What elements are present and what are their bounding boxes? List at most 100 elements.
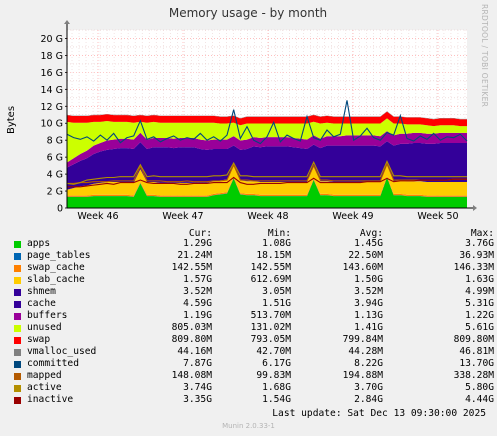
legend-min: 99.83M (256, 370, 291, 381)
x-tick-label: Week 50 (417, 211, 458, 222)
legend-cur: 805.03M (171, 322, 212, 333)
legend-cur: 809.80M (171, 334, 212, 345)
legend-name: committed (27, 358, 79, 369)
legend-swatch (14, 277, 21, 284)
legend-row-page-tables: page_tables 21.24M 18.15M 22.50M 36.93M (14, 250, 494, 262)
legend-row-cache: cache 4.59G 1.51G 3.94G 5.31G (14, 298, 494, 310)
legend-name: swap (27, 334, 51, 345)
y-tick-label: 10 G (41, 119, 63, 130)
legend-name: page_tables (27, 250, 91, 261)
legend-max: 13.70G (459, 358, 494, 369)
legend-max: 1.63G (465, 274, 494, 285)
legend-name: buffers (27, 310, 68, 321)
legend-row-vmalloc-used: vmalloc_used 44.16M 42.70M 44.28M 46.81M (14, 346, 494, 358)
legend-avg: 1.41G (354, 322, 383, 333)
legend-min: 131.02M (250, 322, 291, 333)
legend-header-min: Min: (267, 228, 291, 239)
legend-max: 5.31G (465, 298, 494, 309)
legend-cur: 7.87G (183, 358, 212, 369)
legend-swatch (14, 253, 21, 260)
legend-avg: 3.70G (354, 382, 383, 393)
legend-row-active: active 3.74G 1.68G 3.70G 5.80G (14, 382, 494, 394)
legend-avg: 8.22G (354, 358, 383, 369)
legend-avg: 22.50M (348, 250, 383, 261)
line-inactive (67, 176, 467, 188)
legend-swatch (14, 241, 21, 248)
legend-name: slab_cache (27, 274, 85, 285)
line-mapped (67, 162, 467, 184)
legend-name: inactive (27, 394, 74, 405)
legend-row-unused: unused 805.03M 131.02M 1.41G 5.61G (14, 322, 494, 334)
y-tick-label: 4 G (47, 170, 63, 181)
legend-row-swap-cache: swap_cache 142.55M 142.55M 143.60M 146.33M (14, 262, 494, 274)
legend-header-cur: Cur: (188, 228, 212, 239)
legend-avg: 799.84M (342, 334, 383, 345)
area-unused (67, 118, 467, 163)
legend-cur: 148.08M (171, 370, 212, 381)
legend-swatch (14, 313, 21, 320)
legend-swatch (14, 265, 21, 272)
legend-min: 1.54G (262, 394, 291, 405)
x-tick-label: Week 49 (332, 211, 373, 222)
legend-cur: 3.35G (183, 394, 212, 405)
legend-cur: 21.24M (177, 250, 212, 261)
legend-name: swap_cache (27, 262, 85, 273)
legend-max: 36.93M (459, 250, 494, 261)
legend-name: cache (27, 298, 56, 309)
legend-avg: 194.88M (342, 370, 383, 381)
legend-max: 3.76G (465, 238, 494, 249)
legend-row-slab-cache: slab_cache 1.57G 612.69M 1.50G 1.63G (14, 274, 494, 286)
last-update: Last update: Sat Dec 13 09:30:00 2025 (272, 408, 486, 419)
legend-row-mapped: mapped 148.08M 99.83M 194.88M 338.28M (14, 370, 494, 382)
y-tick-label: 12 G (41, 102, 63, 113)
legend-swatch (14, 301, 21, 308)
legend-name: unused (27, 322, 62, 333)
legend-max: 4.99M (465, 286, 494, 297)
legend-cur: 1.19G (183, 310, 212, 321)
legend-swatch (14, 361, 21, 368)
line-active (66, 160, 467, 185)
legend-max: 809.80M (453, 334, 494, 345)
line-committed (66, 100, 468, 145)
area-cache (67, 141, 467, 190)
legend-avg: 143.60M (342, 262, 383, 273)
legend-avg: 1.45G (354, 238, 383, 249)
legend-row-swap: swap 809.80M 793.05M 799.84M 809.80M (14, 334, 494, 346)
legend-cur: 44.16M (177, 346, 212, 357)
legend-max: 46.81M (459, 346, 494, 357)
legend-max: 4.44G (465, 394, 494, 405)
legend-cur: 1.29G (183, 238, 212, 249)
y-tick-label: 20 G (41, 34, 63, 45)
legend-row-committed: committed 7.87G 6.17G 8.22G 13.70G (14, 358, 494, 370)
area-buffers (67, 131, 467, 168)
legend-max: 338.28M (453, 370, 494, 381)
legend-swatch (14, 385, 21, 392)
area-apps (67, 177, 467, 208)
legend-min: 142.55M (250, 262, 291, 273)
legend-min: 3.05M (262, 286, 291, 297)
y-tick-label: 14 G (41, 85, 63, 96)
legend-swatch (14, 325, 21, 332)
legend-min: 1.51G (262, 298, 291, 309)
x-tick-label: Week 46 (77, 211, 118, 222)
legend-swatch (14, 289, 21, 296)
rrdtool-brand: RRDTOOL / TOBI OETIKER (480, 4, 489, 108)
legend-avg: 1.13G (354, 310, 383, 321)
legend-min: 42.70M (256, 346, 291, 357)
y-axis-label: Bytes (6, 106, 17, 134)
legend-cur: 4.59G (183, 298, 212, 309)
y-tick-label: 18 G (41, 51, 63, 62)
legend-min: 6.17G (262, 358, 291, 369)
legend-swatch (14, 373, 21, 380)
y-tick-label: 16 G (41, 68, 63, 79)
legend-cur: 3.52M (183, 286, 212, 297)
legend-cur: 3.74G (183, 382, 212, 393)
legend-name: active (27, 382, 62, 393)
legend-name: shmem (27, 286, 56, 297)
y-tick-label: 2 G (47, 187, 63, 198)
legend-min: 18.15M (256, 250, 291, 261)
legend-name: apps (27, 238, 51, 249)
legend-avg: 3.94G (354, 298, 383, 309)
legend-row-apps: apps 1.29G 1.08G 1.45G 3.76G (14, 238, 494, 250)
legend-avg: 2.84G (354, 394, 383, 405)
